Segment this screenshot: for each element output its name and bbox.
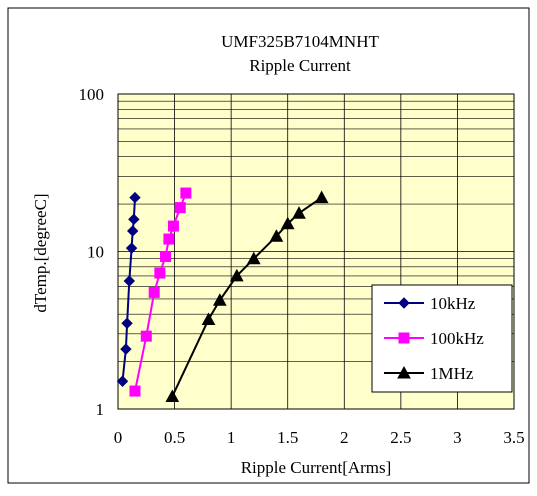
- data-point-100khz: [140, 330, 152, 342]
- data-point-10khz: [127, 225, 139, 237]
- x-tick-label: 2.5: [390, 428, 411, 447]
- legend: 10kHz 100kHz 1MHz: [371, 284, 513, 393]
- data-point-1mhz: [229, 268, 244, 282]
- data-point-1mhz: [280, 216, 295, 230]
- data-point-10khz: [123, 275, 136, 287]
- chart-title: UMF325B7104MNHT: [221, 32, 379, 51]
- data-point-1mhz: [269, 229, 284, 242]
- data-point-1mhz: [314, 190, 329, 204]
- chart-subtitle: Ripple Current: [249, 56, 351, 75]
- x-tick-label: 0.5: [164, 428, 185, 447]
- legend-item-1mhz: 1MHz: [384, 364, 474, 383]
- data-point-100khz: [160, 250, 172, 262]
- data-point-100khz: [154, 267, 166, 279]
- x-tick-label: 1.5: [277, 428, 298, 447]
- axis-ticks: 0 0.5 1 1.5 2 2.5 3 3.5 1 10 100: [79, 85, 525, 447]
- data-point-1mhz: [292, 206, 306, 219]
- data-point-100khz: [180, 187, 192, 199]
- x-tick-label: 3.5: [503, 428, 524, 447]
- data-point-1mhz: [201, 312, 216, 326]
- x-axis-label: Ripple Current[Arms]: [241, 458, 392, 477]
- data-point-100khz: [129, 385, 141, 397]
- series-100khz: [129, 187, 192, 397]
- x-tick-label: 0: [114, 428, 123, 447]
- data-point-10khz: [128, 213, 140, 226]
- data-point-10khz: [125, 242, 138, 254]
- x-tick-label: 1: [227, 428, 236, 447]
- legend-label-100khz: 100kHz: [430, 329, 484, 348]
- series-10khz: [116, 191, 141, 387]
- data-point-10khz: [129, 191, 141, 204]
- legend-item-100khz: 100kHz: [384, 329, 484, 348]
- y-tick-label: 10: [87, 243, 104, 262]
- legend-marker-10khz: [398, 297, 410, 309]
- data-point-1mhz: [165, 389, 180, 403]
- data-point-10khz: [120, 343, 132, 355]
- legend-label-1mhz: 1MHz: [430, 364, 474, 383]
- y-tick-label: 100: [79, 85, 105, 104]
- y-tick-label: 1: [96, 400, 105, 419]
- legend-items: 10kHz 100kHz 1MHz: [384, 294, 484, 383]
- data-point-10khz: [121, 317, 133, 330]
- legend-marker-100khz: [398, 332, 410, 344]
- series-layer: [116, 187, 329, 403]
- x-tick-label: 2: [340, 428, 349, 447]
- y-axis-label: dTemp.[degreeC]: [31, 193, 50, 312]
- data-point-100khz: [167, 220, 179, 232]
- data-point-1mhz: [246, 251, 261, 265]
- data-point-1mhz: [212, 293, 227, 306]
- data-point-10khz: [116, 375, 129, 387]
- data-point-100khz: [148, 286, 160, 298]
- data-point-100khz: [163, 233, 175, 245]
- plot-border: [117, 93, 515, 410]
- data-point-100khz: [174, 202, 186, 214]
- series-1mhz: [165, 190, 329, 403]
- x-tick-label: 3: [453, 428, 462, 447]
- legend-label-10khz: 10kHz: [430, 294, 476, 313]
- legend-marker-1mhz: [397, 365, 411, 379]
- legend-item-10khz: 10kHz: [384, 294, 476, 313]
